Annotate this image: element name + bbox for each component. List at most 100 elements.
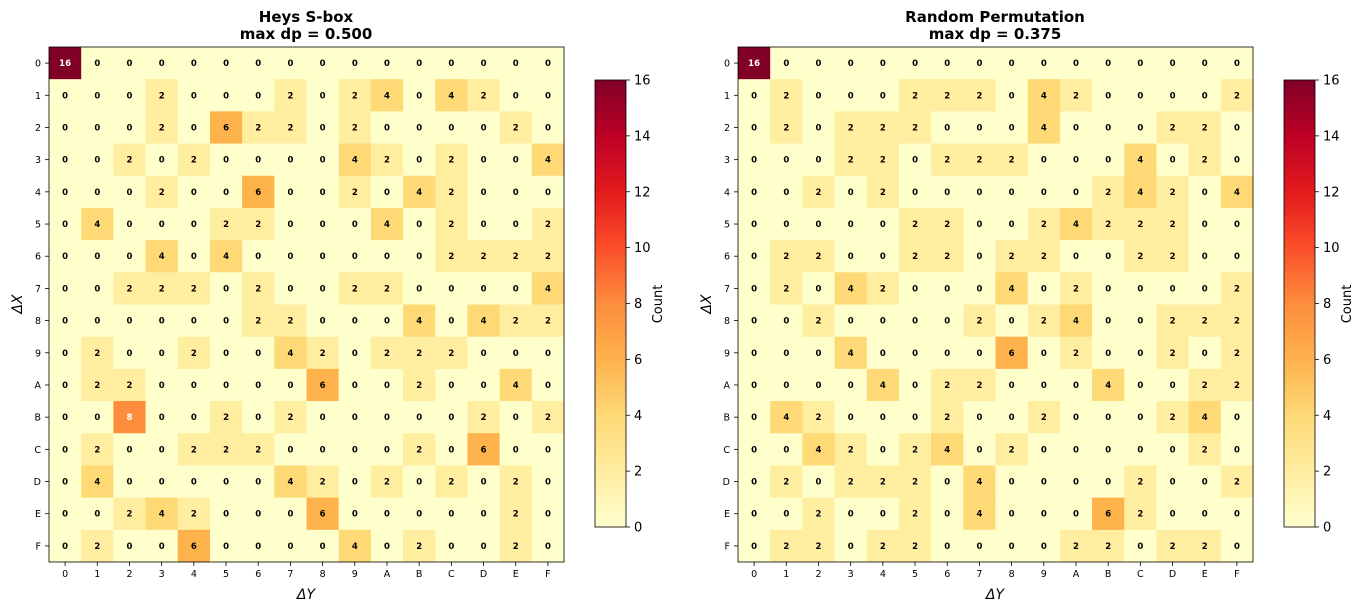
cell-value-label: 0 (320, 123, 326, 133)
cell-value-label: 0 (944, 317, 950, 327)
cell-value-label: 4 (94, 220, 100, 230)
heatmap-cell (177, 47, 211, 80)
colorbar-tick-label: 10 (634, 241, 651, 256)
cell-value-label: 0 (751, 188, 757, 198)
heatmap-cell (338, 529, 372, 563)
heatmap-cell (995, 175, 1029, 209)
heatmap-cell (770, 175, 803, 209)
colorbar-tick-label: 12 (1323, 185, 1340, 200)
heatmap-cell (802, 272, 835, 305)
heatmap-cell (113, 529, 146, 563)
x-tick-label: A (384, 569, 391, 580)
cell-value-label: 0 (320, 156, 326, 166)
x-tick-label: E (1202, 569, 1208, 580)
heatmap-cell (1124, 497, 1157, 531)
heatmap-cell (467, 401, 501, 434)
heatmap-cell (738, 497, 771, 531)
y-axis-label: ΔX (10, 294, 26, 315)
heatmap-cell (177, 304, 211, 338)
heatmap-cell (1092, 272, 1125, 305)
cell-value-label: 0 (352, 252, 358, 262)
cell-value-label: 0 (1137, 284, 1143, 294)
cell-value-label: 0 (1137, 317, 1143, 327)
cell-value-label: 2 (448, 349, 454, 359)
x-tick-label: D (1169, 569, 1176, 580)
cell-value-label: 0 (1137, 445, 1143, 455)
cell-value-label: 2 (1073, 91, 1079, 101)
heatmap-cell (370, 529, 404, 563)
heatmap-cell (1220, 401, 1254, 434)
cell-value-label: 0 (127, 252, 133, 262)
heatmap-cell (834, 240, 868, 273)
cell-value-label: 2 (912, 220, 918, 230)
heatmap-cell (338, 465, 372, 499)
heatmap-cell (274, 368, 307, 402)
cell-value-label: 2 (384, 284, 390, 294)
heatmap-cell (1059, 529, 1093, 563)
heatmap-cell (338, 79, 372, 112)
heatmap-cell (306, 175, 340, 209)
heatmap-cell (963, 304, 996, 338)
cell-value-label: 0 (127, 542, 133, 552)
cell-value-label: 0 (1073, 445, 1079, 455)
heatmap-cell (403, 272, 436, 305)
heatmap-cell (467, 175, 501, 209)
cell-value-label: 0 (320, 252, 326, 262)
heatmap-cell (370, 433, 404, 466)
heatmap-cell (499, 465, 533, 499)
heatmap-cell (931, 336, 964, 370)
heatmap-cell (1092, 433, 1125, 466)
cell-value-label: 2 (513, 123, 519, 133)
heatmap-cell (531, 111, 565, 144)
heatmap-cell (898, 240, 932, 273)
colorbar-tick-label: 6 (634, 353, 642, 368)
cell-value-label: 0 (448, 284, 454, 294)
cell-value-label: 0 (1170, 381, 1176, 391)
heatmap-cell (177, 433, 211, 466)
cell-value-label: 0 (1105, 317, 1111, 327)
heatmap-cell (531, 79, 565, 112)
heatmap-cell (49, 433, 82, 466)
heatmap-cell (1124, 111, 1157, 144)
heatmap-cell (499, 79, 533, 112)
cell-value-label: 0 (1234, 59, 1240, 69)
cell-value-label: 0 (912, 59, 918, 69)
cell-value-label: 0 (448, 317, 454, 327)
heatmap-cell (898, 47, 932, 80)
heatmap-cell (435, 401, 468, 434)
heatmap-cell (435, 368, 468, 402)
heatmap-cell (802, 401, 835, 434)
heatmap-cell (338, 272, 372, 305)
heatmap-cell (49, 175, 82, 209)
cell-value-label: 0 (513, 59, 519, 69)
cell-value-label: 2 (1202, 445, 1208, 455)
heatmap-cell (81, 497, 114, 531)
heatmap-cell (113, 336, 146, 370)
heatmap-cell (1220, 143, 1254, 177)
heatmap-cell (738, 79, 771, 112)
heatmap-cell (898, 272, 932, 305)
y-tick-label: 0 (724, 59, 730, 70)
cell-value-label: 0 (1073, 156, 1079, 166)
heatmap-cell (499, 111, 533, 144)
heatmap-cell (306, 497, 340, 531)
heatmap-cell (81, 433, 114, 466)
heatmap-cell (49, 47, 82, 80)
heatmap-cell (370, 143, 404, 177)
heatmap-cell (1059, 240, 1093, 273)
heatmap-cell (531, 433, 565, 466)
cell-value-label: 0 (751, 381, 757, 391)
heatmap-cell (866, 433, 900, 466)
heatmap-cell (531, 401, 565, 434)
cell-value-label: 0 (62, 381, 68, 391)
cell-value-label: 2 (1137, 510, 1143, 520)
heatmap-cell (995, 79, 1029, 112)
x-tick-label: B (1105, 569, 1112, 580)
heatmap-cell (499, 401, 533, 434)
heatmap-cell (1156, 433, 1190, 466)
heatmap-cell (113, 111, 146, 144)
cell-value-label: 2 (848, 156, 854, 166)
cell-value-label: 2 (94, 349, 100, 359)
y-tick-label: 9 (724, 348, 730, 359)
heatmap-cell (770, 497, 803, 531)
